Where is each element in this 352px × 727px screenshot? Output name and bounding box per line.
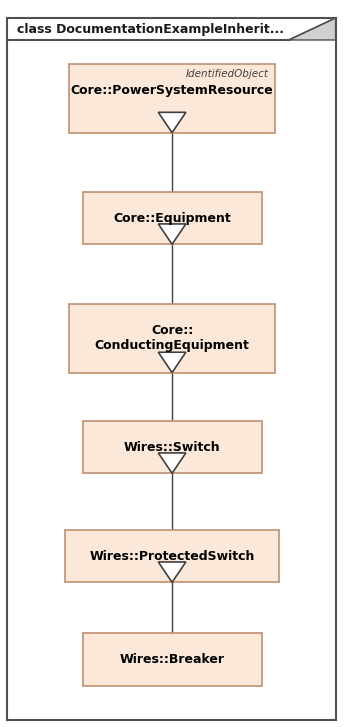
Text: Core::PowerSystemResource: Core::PowerSystemResource [71, 84, 274, 97]
FancyBboxPatch shape [83, 633, 262, 686]
Polygon shape [289, 18, 335, 40]
Text: Core::Equipment: Core::Equipment [113, 212, 231, 225]
Polygon shape [158, 352, 186, 372]
FancyBboxPatch shape [69, 64, 275, 132]
Text: Wires::Switch: Wires::Switch [124, 441, 220, 454]
FancyBboxPatch shape [65, 530, 279, 582]
Polygon shape [158, 224, 186, 244]
FancyBboxPatch shape [83, 421, 262, 473]
Polygon shape [158, 112, 186, 132]
Text: class DocumentationExampleInherit...: class DocumentationExampleInherit... [17, 23, 284, 36]
FancyBboxPatch shape [69, 304, 275, 372]
Text: Wires::ProtectedSwitch: Wires::ProtectedSwitch [89, 550, 255, 563]
Polygon shape [158, 453, 186, 473]
Text: IdentifiedObject: IdentifiedObject [186, 69, 269, 79]
Polygon shape [158, 562, 186, 582]
Text: Core::
ConductingEquipment: Core:: ConductingEquipment [95, 324, 250, 352]
Text: Wires::Breaker: Wires::Breaker [120, 653, 225, 666]
FancyBboxPatch shape [83, 192, 262, 244]
FancyBboxPatch shape [7, 18, 335, 720]
